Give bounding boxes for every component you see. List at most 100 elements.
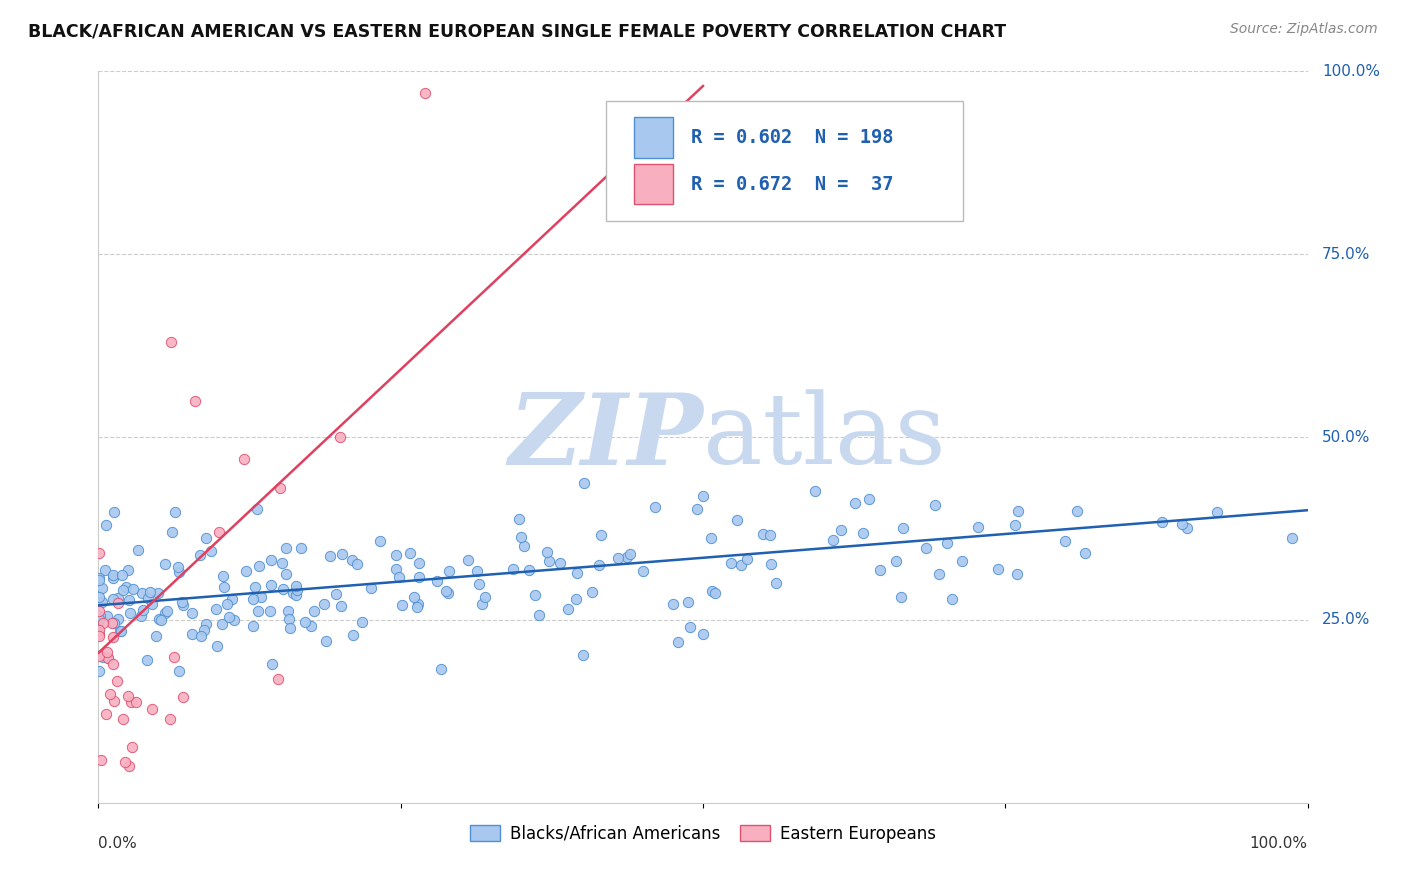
Point — [129, 608, 152, 623]
Point — [153, 557, 176, 571]
Point — [141, 597, 163, 611]
Point — [214, 580, 236, 594]
Text: 25.0%: 25.0% — [1322, 613, 1371, 627]
Point — [402, 590, 425, 604]
Point — [267, 672, 290, 686]
Point — [631, 564, 654, 578]
Text: 75.0%: 75.0% — [1322, 247, 1371, 261]
Point — [89, 649, 111, 664]
Point — [232, 452, 254, 467]
Point — [928, 566, 950, 581]
Point — [221, 591, 243, 606]
Point — [87, 664, 110, 678]
Point — [274, 541, 297, 556]
Point — [247, 604, 270, 618]
Point — [1074, 547, 1097, 561]
Point — [172, 690, 194, 704]
Point — [725, 512, 748, 526]
Point — [360, 581, 382, 595]
Point — [471, 598, 494, 612]
Point — [385, 549, 408, 563]
Point — [103, 616, 125, 631]
Point — [91, 615, 114, 630]
Point — [936, 536, 959, 550]
Point — [844, 495, 866, 509]
Point — [127, 543, 149, 558]
FancyBboxPatch shape — [606, 101, 963, 221]
Point — [502, 562, 524, 576]
Point — [91, 595, 114, 609]
Point — [759, 558, 782, 572]
Point — [702, 584, 724, 599]
Point — [457, 553, 479, 567]
Point — [101, 615, 124, 630]
Point — [138, 584, 160, 599]
Point — [474, 590, 496, 604]
Point — [730, 558, 752, 573]
Point — [195, 531, 218, 545]
Point — [692, 627, 714, 641]
Point — [325, 587, 347, 601]
Point — [752, 526, 775, 541]
Point — [852, 526, 875, 541]
Point — [131, 603, 153, 617]
Text: 0.0%: 0.0% — [98, 836, 138, 851]
Point — [385, 562, 408, 576]
Point — [329, 430, 352, 444]
Point — [97, 651, 120, 665]
Point — [110, 624, 132, 639]
Point — [211, 569, 233, 583]
Point — [122, 582, 145, 597]
Point — [686, 501, 709, 516]
Text: R = 0.602  N = 198: R = 0.602 N = 198 — [690, 128, 893, 147]
Point — [924, 499, 946, 513]
Point — [245, 580, 267, 594]
Point — [118, 593, 141, 607]
Point — [765, 576, 787, 591]
Point — [398, 546, 420, 560]
Point — [1205, 505, 1227, 519]
Point — [90, 753, 112, 767]
Point — [342, 553, 364, 567]
Point — [121, 740, 143, 755]
Point — [101, 657, 124, 672]
Point — [87, 615, 110, 630]
Point — [408, 570, 430, 584]
Point — [101, 591, 124, 606]
Point — [700, 532, 723, 546]
Point — [94, 517, 117, 532]
Point — [437, 586, 460, 600]
Point — [101, 630, 124, 644]
Point — [160, 525, 183, 540]
Point — [205, 639, 228, 653]
Point — [1281, 531, 1303, 545]
Point — [1152, 515, 1174, 529]
Point — [97, 650, 120, 665]
Point — [110, 568, 132, 582]
Point — [318, 549, 340, 564]
Point — [167, 565, 190, 579]
Point — [281, 586, 304, 600]
Point — [118, 606, 141, 620]
Point — [269, 481, 291, 495]
Text: Source: ZipAtlas.com: Source: ZipAtlas.com — [1230, 22, 1378, 37]
Point — [271, 557, 294, 571]
Point — [217, 597, 239, 611]
Point — [287, 582, 309, 597]
Point — [242, 619, 264, 633]
Point — [271, 582, 294, 597]
Text: atlas: atlas — [703, 389, 946, 485]
Point — [666, 635, 689, 649]
Point — [110, 624, 132, 638]
Point — [93, 649, 115, 664]
Point — [512, 540, 534, 554]
Point — [704, 586, 727, 600]
Point — [352, 615, 374, 629]
Point — [830, 524, 852, 538]
Point — [260, 552, 283, 566]
Point — [858, 491, 880, 506]
Point — [735, 552, 758, 566]
Point — [914, 541, 936, 555]
Text: R = 0.672  N =  37: R = 0.672 N = 37 — [690, 175, 893, 194]
Point — [260, 657, 283, 672]
